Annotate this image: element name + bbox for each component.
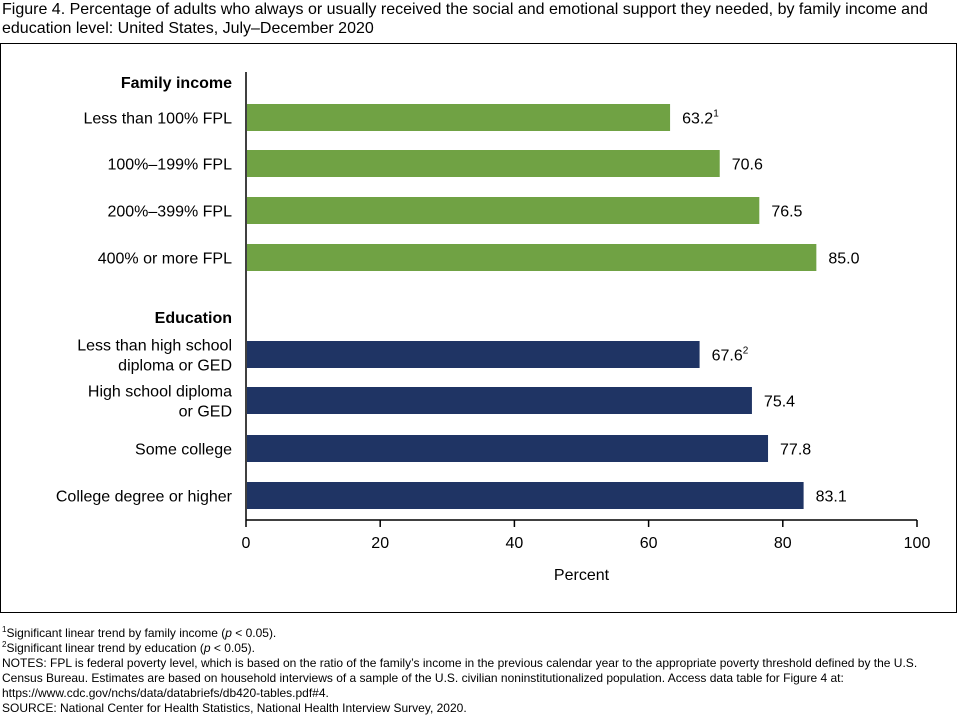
value-label-2-3: 77.8 <box>780 442 811 459</box>
bar-2-3 <box>247 435 769 462</box>
footnote-1-text-start: Significant linear trend by family incom… <box>6 626 226 640</box>
category-label-2-2-line-2: or GED <box>179 404 232 421</box>
category-label-1-2: 100%–199% FPL <box>107 157 232 174</box>
bar-1-4 <box>247 244 817 271</box>
footnote-2-text-start: Significant linear trend by education ( <box>6 641 204 655</box>
value-label-1-1: 63.21 <box>682 109 719 128</box>
value-label-2-2: 75.4 <box>764 394 795 411</box>
category-label-2-1-line-1: Less than high school <box>77 338 232 355</box>
footnote-2-text-end: < 0.05). <box>210 641 255 655</box>
value-footnote-marker-2-1: 2 <box>743 346 749 357</box>
footnote-1-p: p <box>225 626 232 640</box>
footnote-1: 1Significant linear trend by family inco… <box>2 626 952 641</box>
bar-1-1 <box>247 104 671 131</box>
group-label-1: Family income <box>121 75 232 92</box>
chart-title: Figure 4. Percentage of adults who alway… <box>2 1 928 37</box>
footnote-1-text-end: < 0.05). <box>231 626 277 640</box>
footnote-2-marker: 2 <box>2 640 7 649</box>
x-tick-label-20: 20 <box>371 535 389 552</box>
category-label-2-3: Some college <box>135 442 232 459</box>
category-label-2-4: College degree or higher <box>56 489 233 506</box>
value-label-1-2: 70.6 <box>732 157 763 174</box>
value-label-1-4: 85.0 <box>828 251 859 268</box>
chart-frame: 0 20 40 60 80 100 Percent Family income Less tha… <box>0 43 957 613</box>
footnote-1-marker: 1 <box>2 625 7 634</box>
value-label-1-3: 76.5 <box>771 204 802 221</box>
x-axis-title: Percent <box>554 567 610 584</box>
x-tick-label-40: 40 <box>506 535 524 552</box>
x-tick-label-60: 60 <box>640 535 658 552</box>
bar-2-2 <box>247 387 752 414</box>
category-label-1-3: 200%–399% FPL <box>107 204 232 221</box>
bar-1-3 <box>247 197 760 224</box>
x-tick-label-100: 100 <box>904 535 931 552</box>
bar-2-1 <box>247 341 700 368</box>
x-tick-label-80: 80 <box>774 535 792 552</box>
category-label-1-4: 400% or more FPL <box>98 251 232 268</box>
bar-1-2 <box>247 150 720 177</box>
category-label-1-1: Less than 100% FPL <box>83 111 232 128</box>
value-label-2-1: 67.62 <box>712 346 749 365</box>
group-label-2: Education <box>155 310 232 327</box>
source: SOURCE: National Center for Health Stati… <box>2 701 467 715</box>
x-tick-label-0: 0 <box>242 535 251 552</box>
category-label-2-1-line-2: diploma or GED <box>118 358 232 375</box>
bar-chart: 0 20 40 60 80 100 Percent Family income Less tha… <box>56 72 931 584</box>
footnote-2: 2Significant linear trend by education (… <box>2 641 952 656</box>
bar-2-4 <box>247 482 804 509</box>
notes: NOTES: FPL is federal poverty level, whi… <box>2 656 918 700</box>
value-footnote-marker-1-1: 1 <box>713 109 719 120</box>
footnote-2-p: p <box>203 641 211 655</box>
footnotes: 1Significant linear trend by family inco… <box>2 626 952 716</box>
value-label-2-4: 83.1 <box>816 489 847 506</box>
category-label-2-2-line-1: High school diploma <box>88 384 232 401</box>
